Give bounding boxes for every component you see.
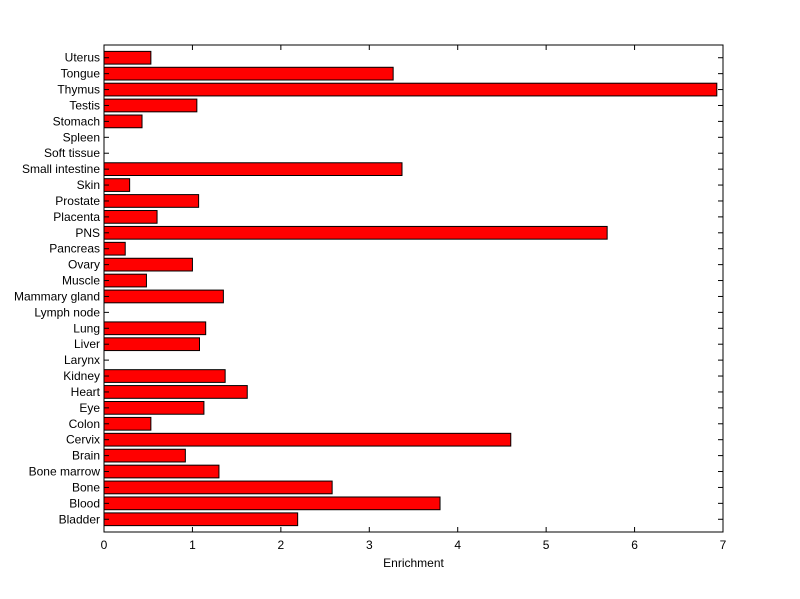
y-tick-label-cervix: Cervix [66,433,100,447]
y-tick-label-small-intestine: Small intestine [22,162,100,176]
y-tick-label-kidney: Kidney [63,369,100,383]
y-tick-label-colon: Colon [69,417,100,431]
x-axis-label: Enrichment [383,556,444,570]
y-tick-label-brain: Brain [72,449,100,463]
bar-kidney [103,369,226,383]
bar-thymus [103,82,718,97]
x-tick-label-4: 4 [454,538,461,552]
y-tick-label-pns: PNS [75,226,100,240]
bar-ovary [103,257,193,272]
bar-small-intestine [103,162,403,177]
bar-blood [103,496,441,511]
bar-pns [103,225,608,240]
y-tick-label-placenta: Placenta [53,210,100,224]
bar-colon [103,416,152,431]
bar-stomach [103,114,143,129]
x-axis-ticks: 0 1 2 3 4 5 6 7 [101,45,727,552]
y-tick-label-testis: Testis [69,98,100,112]
y-tick-label-bladder: Bladder [59,512,100,526]
bar-prostate [103,194,200,208]
y-tick-label-larynx: Larynx [64,353,100,367]
bar-heart [103,385,248,399]
y-tick-label-blood: Blood [69,496,100,510]
y-tick-label-tongue: Tongue [61,67,101,81]
bar-lung [103,321,207,336]
plot-frame [103,44,724,533]
bar-cervix [103,432,512,447]
x-tick-label-1: 1 [189,538,196,552]
y-tick-label-thymus: Thymus [57,83,100,97]
bar-mammary-gland [103,289,224,304]
y-tick-label-liver: Liver [74,337,100,351]
y-tick-label-stomach: Stomach [53,114,100,128]
bar-bone [103,480,333,495]
y-tick-label-muscle: Muscle [62,274,100,288]
x-tick-label-0: 0 [101,538,108,552]
bar-bone-marrow [103,464,220,479]
bar-uterus [103,50,152,65]
bar-tongue [103,66,394,81]
x-tick-label-5: 5 [543,538,550,552]
y-tick-label-prostate: Prostate [55,194,100,208]
y-tick-label-eye: Eye [79,401,100,415]
y-tick-label-heart: Heart [71,385,101,399]
x-tick-label-7: 7 [720,538,727,552]
bars-group [103,50,718,527]
bar-testis [103,98,198,113]
y-tick-label-bone-marrow: Bone marrow [29,465,101,479]
bar-eye [103,401,205,415]
y-tick-label-lymph-node: Lymph node [34,305,100,319]
y-tick-label-skin: Skin [77,178,100,192]
bar-liver [103,337,200,352]
bar-brain [103,448,186,463]
y-tick-label-mammary-gland: Mammary gland [14,289,100,303]
y-tick-label-bone: Bone [72,480,100,494]
y-tick-label-pancreas: Pancreas [49,242,100,256]
y-tick-label-soft-tissue: Soft tissue [44,146,100,160]
x-tick-label-2: 2 [278,538,285,552]
bar-placenta [103,210,158,224]
y-tick-label-uterus: Uterus [65,51,100,65]
y-tick-label-lung: Lung [73,321,100,335]
bar-bladder [103,512,299,527]
y-tick-label-spleen: Spleen [63,130,100,144]
x-tick-label-3: 3 [366,538,373,552]
y-tick-label-ovary: Ovary [68,258,100,272]
bar-muscle [103,273,147,288]
x-tick-label-6: 6 [631,538,638,552]
